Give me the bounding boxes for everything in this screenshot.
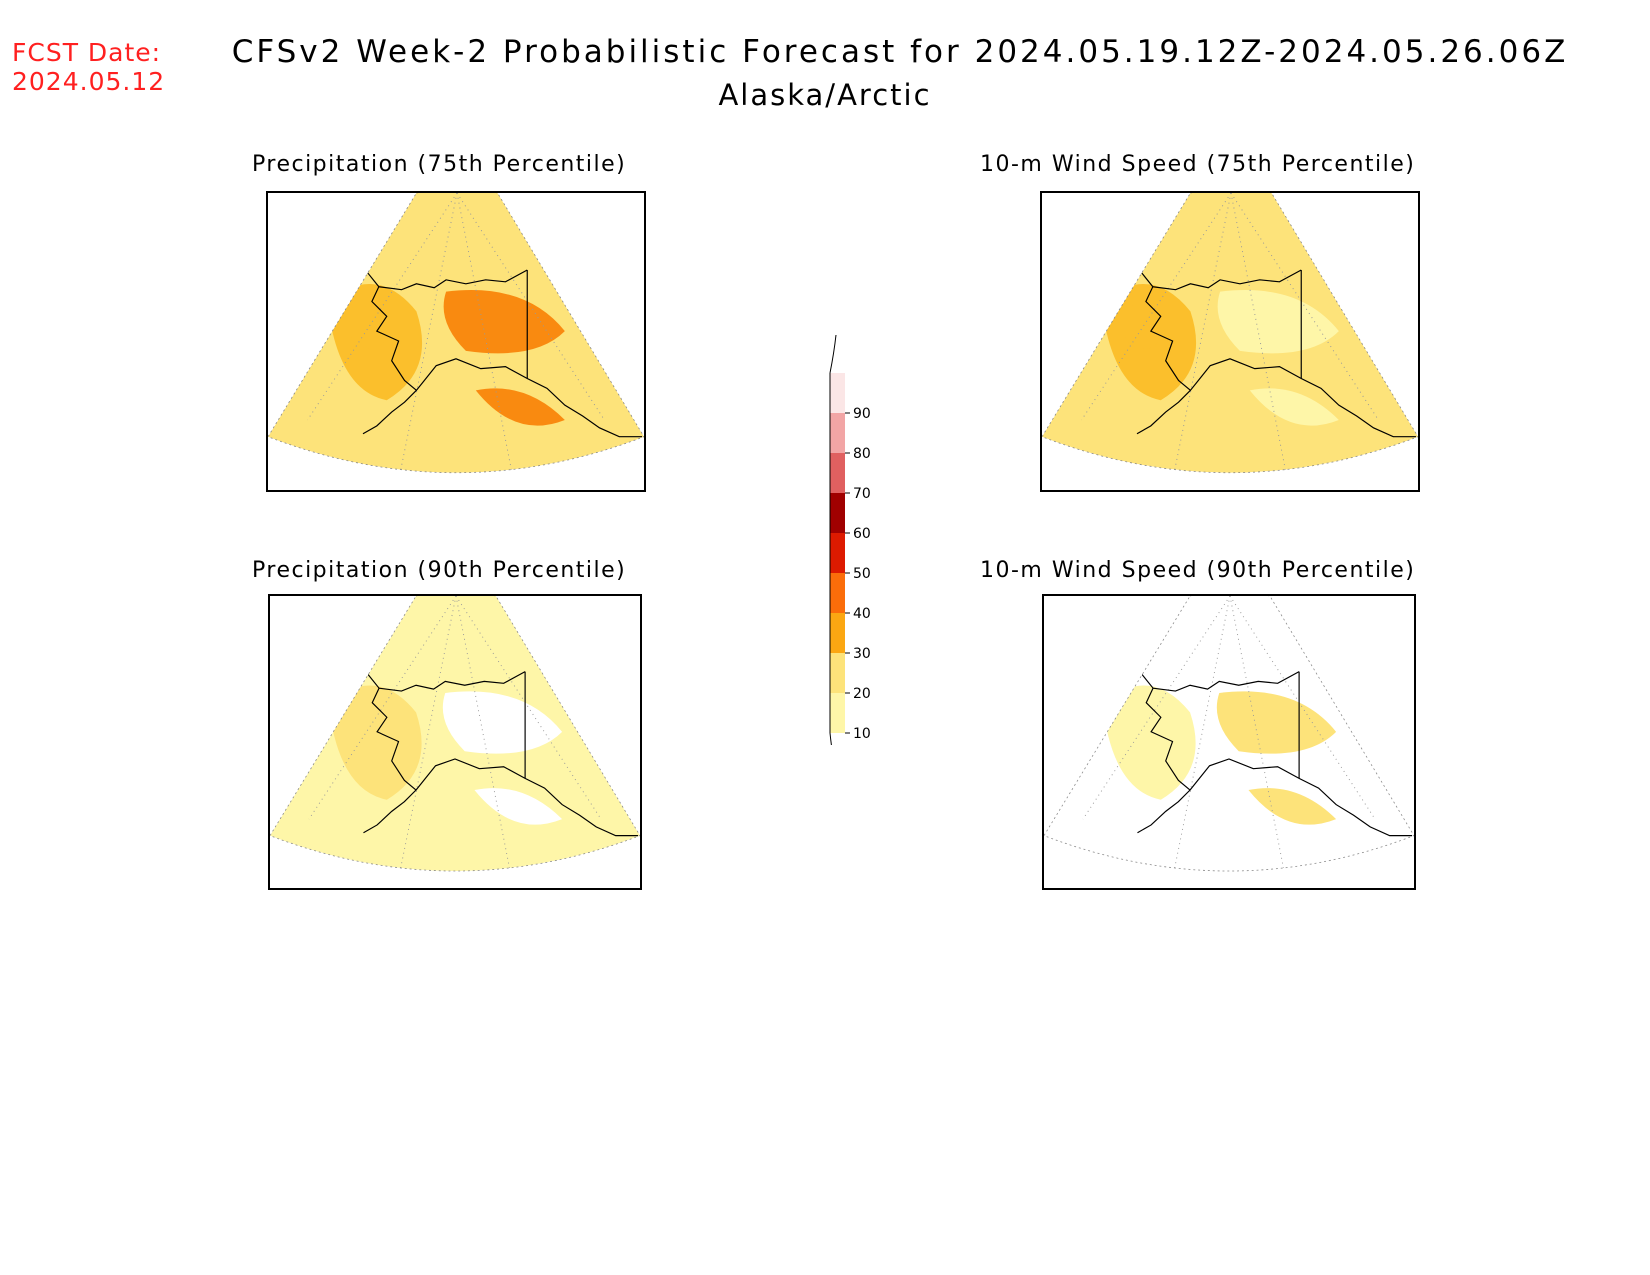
coastline — [366, 271, 643, 438]
graticule-line — [455, 596, 514, 872]
region-subtitle: Alaska/Arctic — [718, 78, 932, 112]
colorbar-label: 70 — [853, 486, 871, 502]
graticule-line — [1170, 193, 1232, 473]
colorbar-tail — [829, 732, 837, 772]
colorbar-label: 20 — [853, 686, 871, 702]
coastline — [378, 671, 526, 692]
probability-patch — [475, 388, 565, 426]
coastline — [1140, 271, 1417, 438]
probability-patch — [442, 691, 563, 754]
colorbar-swatch — [830, 493, 845, 533]
panel-title-wind-90: 10-m Wind Speed (90th Percentile) — [980, 558, 1416, 583]
graticule-line — [1230, 193, 1379, 421]
colorbar-swatch — [830, 613, 845, 653]
coastline — [363, 789, 417, 834]
map-boundary — [270, 596, 640, 872]
colorbar-swatch — [830, 693, 845, 733]
main-title: CFSv2 Week-2 Probabilistic Forecast for … — [231, 34, 1569, 70]
probability-patch — [1121, 304, 1166, 349]
colorbar-label: 10 — [853, 726, 871, 742]
colorbar-label: 30 — [853, 646, 871, 662]
coastline — [1152, 671, 1300, 692]
map-boundary — [1042, 193, 1418, 474]
probability-colorbar: 90 80 70 60 50 40 30 20 10 — [820, 334, 880, 772]
map-wind-75 — [1040, 191, 1420, 492]
map-boundary — [268, 193, 644, 474]
probability-patch — [1121, 705, 1166, 750]
panel-title-wind-75: 10-m Wind Speed (75th Percentile) — [980, 152, 1416, 177]
colorbar-cap — [829, 334, 837, 374]
colorbar-swatch — [830, 373, 845, 413]
map-precip-75 — [266, 191, 646, 492]
graticule-line — [396, 596, 457, 872]
coastline — [1152, 269, 1302, 291]
colorbar-swatch — [830, 573, 845, 613]
colorbar-swatch — [830, 413, 845, 453]
graticule-line — [1229, 596, 1376, 820]
colorbar-swatch — [830, 453, 845, 493]
forecast-date: FCST Date: 2024.05.12 — [12, 38, 165, 96]
colorbar-label: 80 — [853, 446, 871, 462]
coastline — [1137, 789, 1191, 834]
probability-patch — [1216, 691, 1337, 754]
coastline — [362, 389, 417, 435]
coastline — [1140, 673, 1413, 837]
graticule-line — [455, 596, 602, 820]
graticule-line — [1230, 193, 1290, 473]
graticule-line — [1229, 596, 1288, 872]
map-wind-90 — [1042, 594, 1416, 890]
probability-patch — [474, 788, 563, 825]
colorbar-label: 90 — [853, 406, 871, 422]
graticule-line — [456, 193, 605, 421]
forecast-date-value: 2024.05.12 — [12, 67, 166, 96]
graticule-line — [1082, 596, 1231, 820]
colorbar-label: 40 — [853, 606, 871, 622]
probability-patch — [347, 705, 392, 750]
panel-title-precip-90: Precipitation (90th Percentile) — [252, 558, 627, 583]
coastline — [366, 673, 639, 837]
coastline — [378, 269, 528, 291]
colorbar-swatch — [830, 653, 845, 693]
colorbar-label: 60 — [853, 526, 871, 542]
coastline — [1136, 389, 1191, 435]
forecast-date-label: FCST Date: — [12, 38, 162, 67]
graticule-line — [1081, 193, 1232, 421]
probability-patch — [347, 304, 392, 349]
graticule-line — [396, 193, 458, 473]
probability-patch — [1249, 388, 1339, 426]
graticule-line — [1170, 596, 1231, 872]
graticule-line — [307, 193, 458, 421]
map-boundary — [1044, 596, 1414, 872]
probability-patch — [1217, 290, 1339, 354]
map-precip-90 — [268, 594, 642, 890]
probability-patch — [1248, 788, 1337, 825]
panel-title-precip-75: Precipitation (75th Percentile) — [252, 152, 627, 177]
colorbar-swatch — [830, 533, 845, 573]
probability-patch — [443, 290, 565, 354]
graticule-line — [456, 193, 516, 473]
colorbar-label: 50 — [853, 566, 871, 582]
graticule-line — [308, 596, 457, 820]
